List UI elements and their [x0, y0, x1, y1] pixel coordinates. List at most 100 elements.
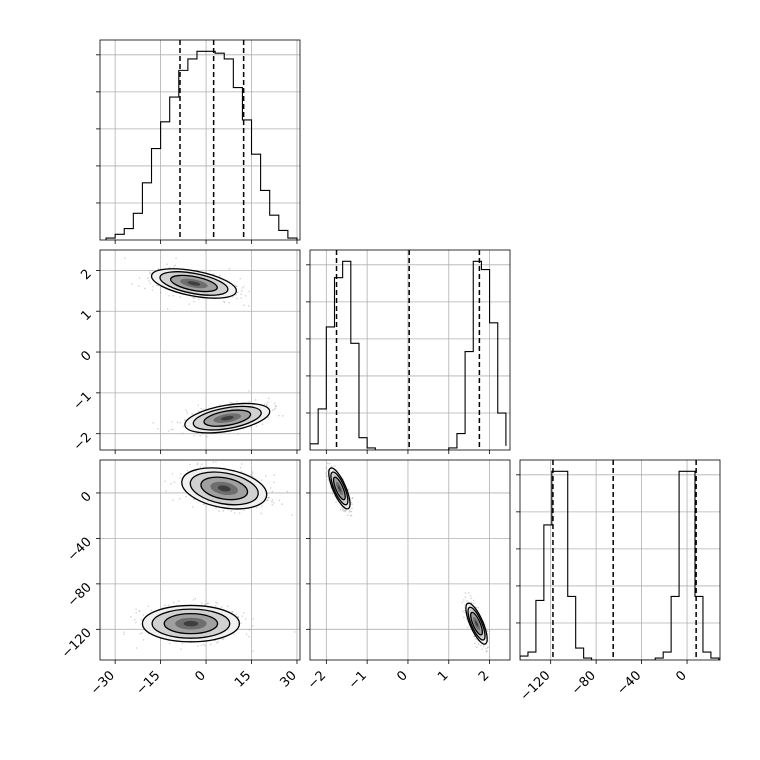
panel-frame — [519, 459, 721, 661]
sample-point — [344, 510, 346, 513]
sample-point — [275, 405, 277, 407]
y-tick-label: 1 — [78, 307, 94, 323]
sample-point — [341, 507, 344, 510]
sample-point — [152, 422, 154, 424]
sample-point — [236, 291, 239, 294]
joint-content — [325, 462, 491, 653]
joint-content — [124, 257, 284, 438]
sample-point — [220, 606, 223, 609]
sample-point — [193, 300, 195, 303]
sample-point — [232, 296, 234, 298]
sample-point — [197, 645, 199, 647]
sample-point — [182, 425, 185, 428]
contour-line — [330, 471, 349, 506]
sample-point — [488, 630, 491, 632]
sample-point — [222, 300, 225, 303]
sample-point — [248, 629, 251, 631]
sample-point — [183, 419, 186, 421]
sample-point — [244, 295, 247, 297]
sample-point — [141, 632, 143, 634]
sample-point — [470, 601, 473, 604]
sample-point — [250, 426, 252, 428]
sample-point — [237, 616, 240, 619]
sample-point — [267, 497, 269, 499]
sample-point — [207, 602, 209, 605]
sample-point — [252, 618, 255, 620]
sample-point — [215, 601, 217, 603]
sample-point — [233, 512, 236, 514]
sample-point — [486, 647, 489, 649]
sample-point — [241, 615, 243, 617]
sample-point — [251, 471, 254, 473]
sample-point — [273, 481, 275, 484]
sample-point — [248, 401, 250, 403]
sample-point — [176, 421, 179, 423]
sample-point — [138, 610, 141, 612]
sample-point — [222, 510, 225, 512]
contour-line — [328, 467, 351, 510]
sample-point — [251, 472, 254, 475]
sample-point — [164, 604, 166, 607]
sample-point — [271, 503, 274, 506]
sample-point — [461, 601, 463, 604]
sample-point — [463, 616, 465, 619]
sample-point — [135, 621, 137, 624]
sample-point — [140, 619, 142, 621]
sample-point — [340, 506, 343, 509]
sample-point — [248, 290, 250, 293]
x-tick-label: 0 — [673, 668, 689, 684]
sample-point — [172, 499, 174, 502]
density-level — [187, 281, 201, 286]
sample-point — [147, 277, 149, 279]
sample-point — [261, 423, 264, 426]
x-tick-label: −30 — [88, 668, 118, 698]
sample-point — [325, 472, 327, 475]
sample-point — [165, 490, 167, 492]
sample-point — [200, 463, 203, 466]
y-tick-label: 2 — [78, 267, 94, 283]
sample-point — [228, 267, 231, 270]
sample-point — [188, 303, 191, 306]
sample-point — [464, 592, 467, 594]
sample-point — [215, 461, 217, 463]
sample-point — [476, 646, 478, 648]
sample-point — [142, 614, 145, 616]
sample-point — [123, 631, 125, 633]
panel-frame — [309, 249, 511, 451]
sample-point — [175, 257, 177, 260]
contour-line — [189, 471, 259, 506]
sample-point — [200, 602, 203, 605]
contour-line — [163, 612, 219, 635]
sample-point — [135, 608, 137, 610]
y-tick-label: −120 — [59, 626, 95, 662]
sample-point — [465, 618, 468, 620]
sample-point — [133, 618, 136, 621]
sample-point — [231, 610, 234, 613]
sample-point — [281, 415, 284, 417]
sample-point — [212, 461, 215, 463]
sample-point — [252, 650, 254, 652]
sample-point — [242, 611, 245, 614]
sample-point — [209, 643, 212, 646]
sample-point — [349, 509, 351, 512]
sample-point — [271, 490, 274, 493]
sample-point — [479, 644, 482, 647]
sample-point — [219, 274, 221, 277]
sample-point — [174, 264, 177, 267]
sample-point — [464, 611, 466, 614]
sample-point — [216, 602, 219, 605]
sample-point — [331, 465, 333, 467]
contour-line — [465, 602, 488, 645]
histogram-content — [310, 250, 507, 450]
x-tick-label: −40 — [614, 668, 644, 698]
y-tick-label: 0 — [78, 489, 94, 505]
sample-point — [481, 648, 483, 651]
sample-point — [181, 642, 184, 645]
sample-point — [169, 642, 171, 645]
sample-point — [209, 269, 212, 272]
sample-point — [152, 285, 154, 288]
sample-point — [271, 409, 274, 412]
sample-point — [472, 602, 475, 605]
sample-point — [473, 635, 476, 637]
